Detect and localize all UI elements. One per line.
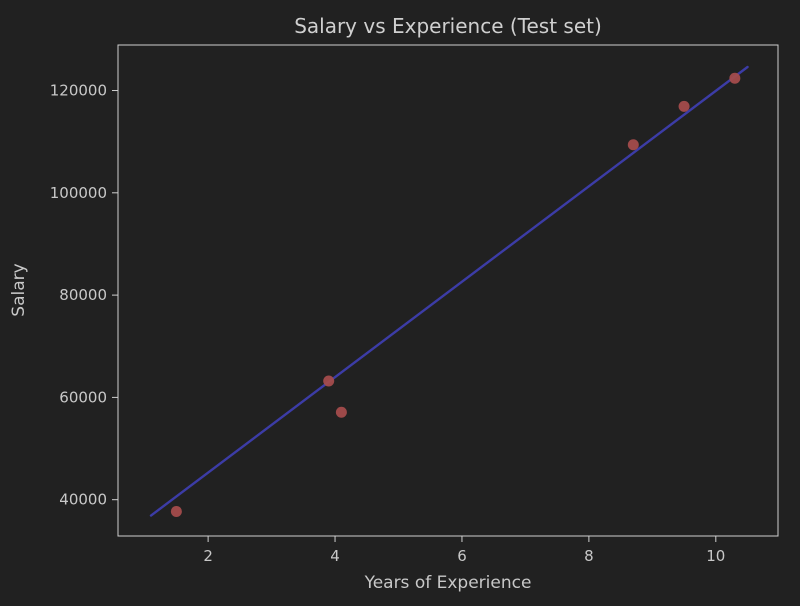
chart-title: Salary vs Experience (Test set) (294, 14, 602, 38)
y-axis-label: Salary (9, 263, 29, 316)
x-tick-label: 6 (457, 547, 467, 565)
x-axis: 2 4 6 8 10 (203, 536, 725, 565)
scatter-point (170, 505, 182, 517)
scatter-point (729, 72, 741, 84)
y-axis: 40000 60000 80000 100000 120000 (50, 82, 118, 509)
regression-line-group (149, 65, 749, 517)
plot-area (117, 44, 779, 537)
scatter-point (323, 375, 335, 387)
regression-line (149, 65, 749, 517)
x-tick-label: 4 (330, 547, 340, 565)
scatter-point (678, 100, 690, 112)
x-tick-label: 10 (706, 547, 725, 565)
y-tick-label: 100000 (50, 184, 107, 202)
x-tick-label: 8 (584, 547, 594, 565)
y-tick-label: 60000 (59, 388, 107, 406)
scatter-points-group (170, 72, 741, 517)
scatter-point (627, 139, 639, 151)
x-axis-label: Years of Experience (364, 573, 532, 593)
scatter-point (335, 406, 347, 418)
y-tick-label: 80000 (59, 286, 107, 304)
y-tick-label: 40000 (59, 491, 107, 509)
y-tick-label: 120000 (50, 82, 107, 100)
plot-frame (117, 44, 779, 537)
x-tick-label: 2 (203, 547, 213, 565)
